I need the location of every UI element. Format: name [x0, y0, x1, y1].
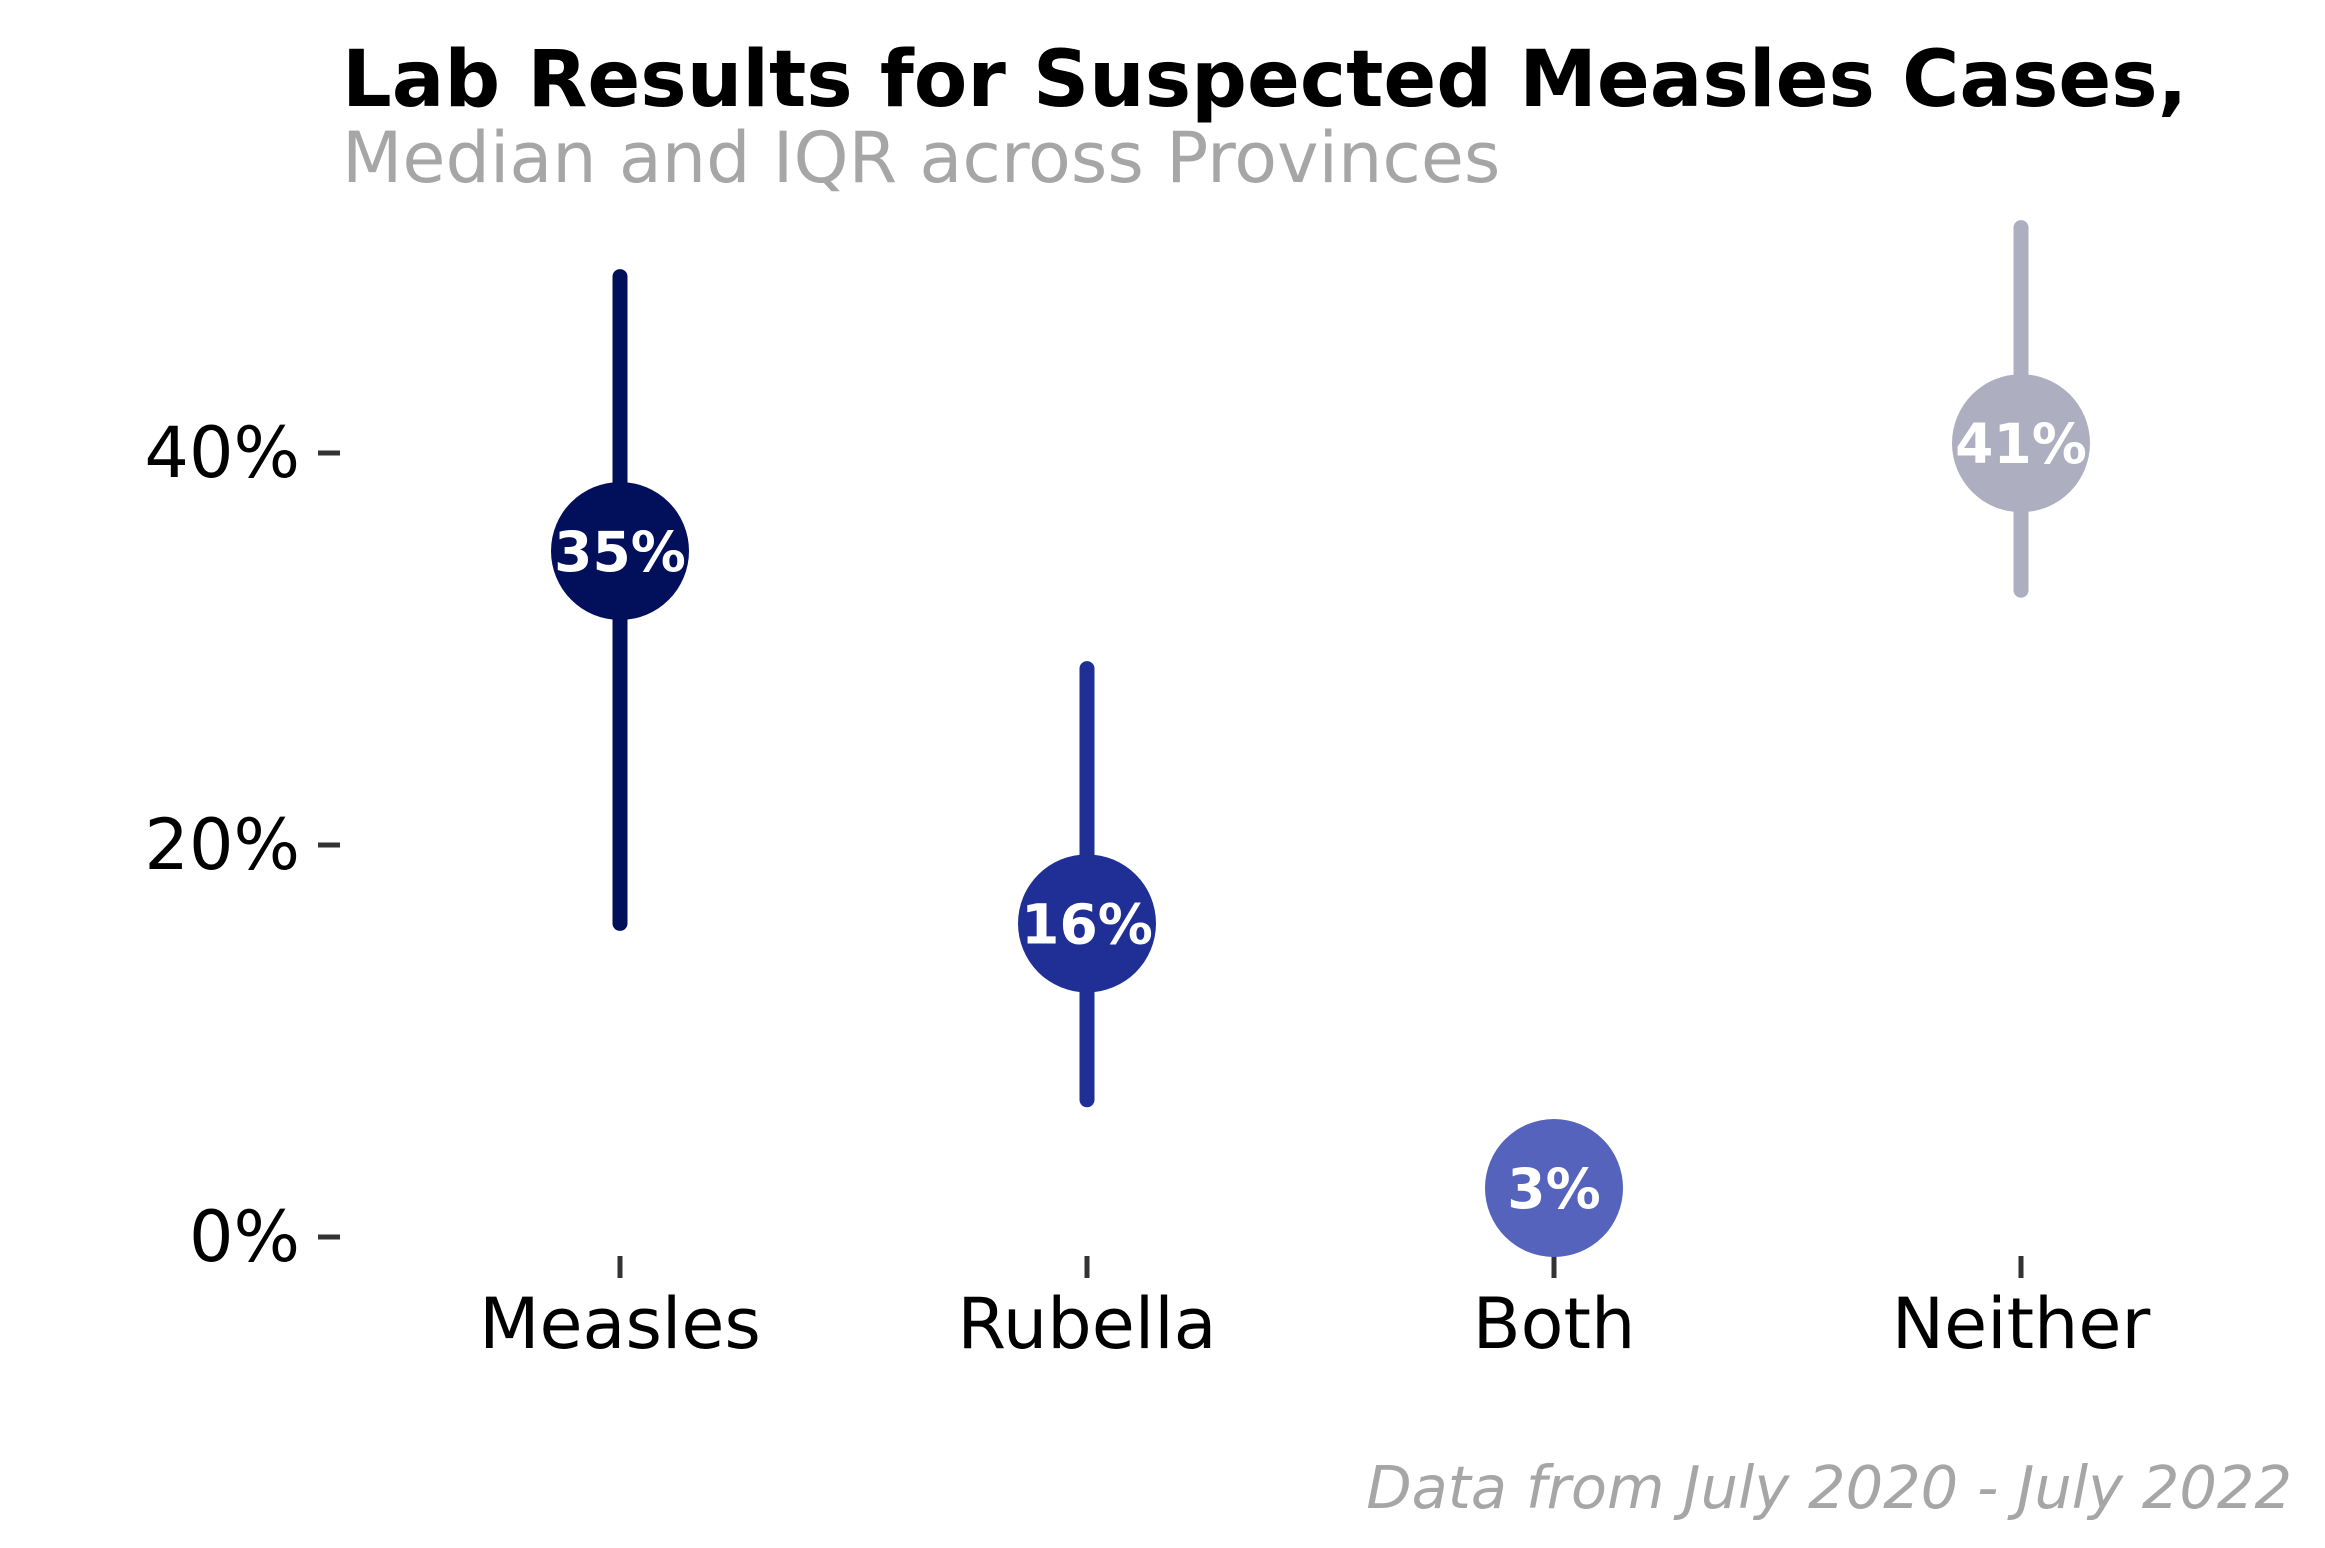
plot-area: 35% 16% 3% 41%: [551, 220, 2090, 1257]
x-tick-label-neither: Neither: [1892, 1283, 2151, 1365]
y-tick-label: 0%: [189, 1196, 300, 1278]
median-point-rubella: [1018, 854, 1156, 993]
chart-caption: Data from July 2020 - July 2022: [1366, 1453, 2292, 1522]
x-tick-label-rubella: Rubella: [957, 1283, 1216, 1365]
y-tick-label: 40%: [144, 412, 300, 494]
y-axis: 0% 20% 40%: [144, 412, 340, 1278]
x-tick-label-measles: Measles: [479, 1283, 761, 1365]
median-label-neither: 41%: [1955, 412, 2087, 476]
median-label-measles: 35%: [554, 520, 686, 584]
median-point-both: [1485, 1119, 1623, 1257]
median-point-measles: [551, 482, 689, 620]
median-label-both: 3%: [1507, 1157, 1600, 1221]
median-label-rubella: 16%: [1021, 892, 1153, 956]
chart-subtitle: Median and IQR across Provinces: [342, 117, 1500, 199]
x-tick-label-both: Both: [1473, 1283, 1636, 1365]
y-tick-label: 20%: [144, 804, 300, 886]
x-axis: Measles Rubella Both Neither: [479, 1256, 2150, 1365]
chart-title: Lab Results for Suspected Measles Cases,: [342, 35, 2187, 125]
median-point-neither: [1952, 374, 2090, 513]
